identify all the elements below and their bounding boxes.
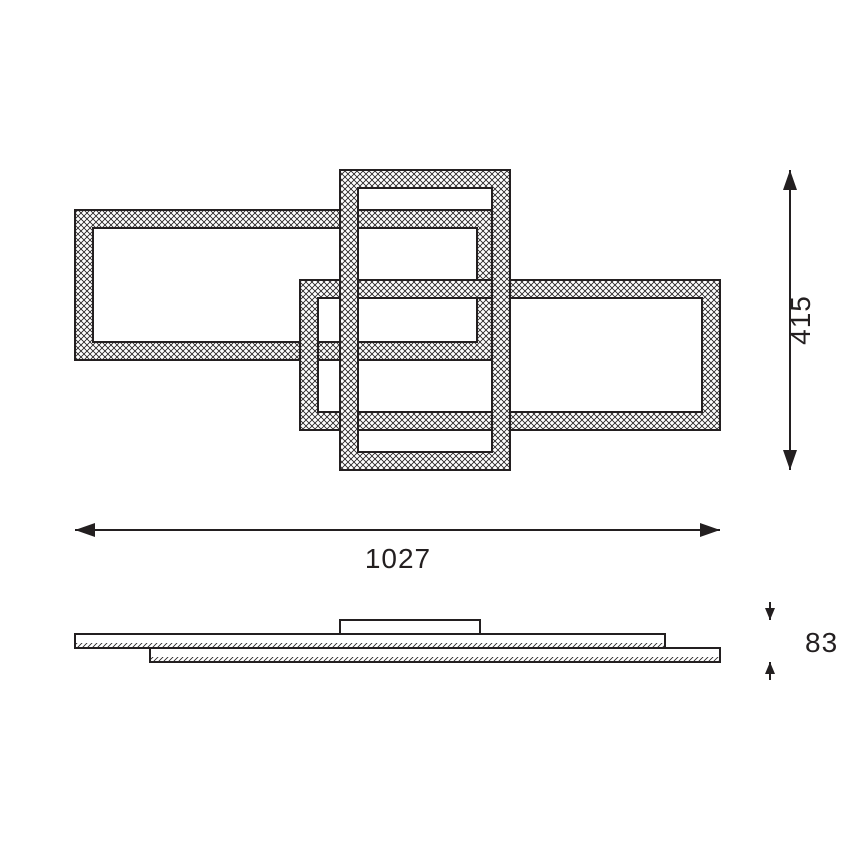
dimension-width-label: 1027: [365, 543, 431, 574]
dimension-height-label: 415: [785, 295, 816, 345]
dimension-arrow-small: [765, 602, 775, 680]
dimension-arrow: [75, 523, 720, 537]
side-view: [75, 620, 720, 662]
dimension-drawing: 1027 415 83: [0, 0, 868, 868]
dimension-depth-label: 83: [805, 627, 838, 658]
